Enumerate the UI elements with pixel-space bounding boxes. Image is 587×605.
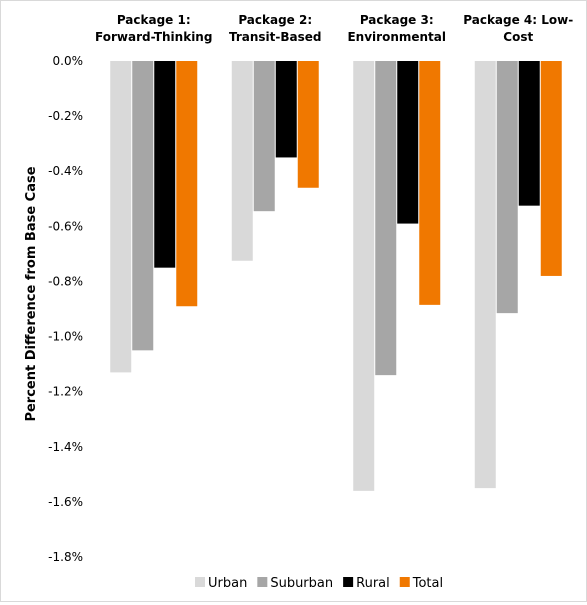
category-label: Package 3:: [360, 13, 434, 27]
bar-suburban: [132, 61, 154, 351]
y-tick-label: -0.8%: [48, 274, 83, 288]
y-tick-label: -0.4%: [48, 164, 83, 178]
y-tick-label: -1.0%: [48, 330, 83, 344]
y-axis-title: Percent Difference from Base Case: [24, 166, 39, 421]
legend-label-rural: Rural: [356, 576, 390, 591]
legend-swatch-total: [399, 577, 410, 587]
category-label: Environmental: [347, 30, 446, 44]
bar-rural: [275, 61, 297, 158]
category-label: Cost: [503, 30, 533, 44]
bar-rural: [518, 61, 540, 206]
bar-urban: [110, 61, 132, 373]
y-tick-label: -1.4%: [48, 440, 83, 454]
bar-rural: [397, 61, 419, 224]
bar-total: [419, 61, 441, 305]
y-tick-label: -1.6%: [48, 495, 83, 509]
legend-label-total: Total: [412, 576, 443, 591]
bar-rural: [154, 61, 176, 268]
category-label: Forward-Thinking: [95, 30, 212, 44]
legend-swatch-rural: [343, 577, 354, 587]
y-tick-label: -1.2%: [48, 385, 83, 399]
y-tick-label: -1.8%: [48, 550, 83, 564]
category-label: Package 4: Low-: [463, 13, 573, 27]
y-tick-label: 0.0%: [53, 54, 84, 68]
category-label: Package 2:: [238, 13, 312, 27]
legend-swatch-suburban: [257, 577, 268, 587]
legend-swatch-urban: [195, 577, 205, 587]
legend-label-suburban: Suburban: [270, 576, 333, 591]
legend-label-urban: Urban: [208, 576, 247, 591]
y-tick-label: -0.2%: [48, 109, 83, 123]
bar-total: [540, 61, 562, 276]
y-tick-label: -0.6%: [48, 219, 83, 233]
bar-suburban: [375, 61, 397, 376]
bar-urban: [231, 61, 253, 261]
bar-total: [176, 61, 198, 307]
category-label: Package 1:: [117, 13, 191, 27]
category-label: Transit-Based: [229, 30, 322, 44]
bar-total: [297, 61, 319, 188]
bar-urban: [474, 61, 496, 489]
bar-suburban: [253, 61, 275, 212]
bar-suburban: [496, 61, 518, 314]
bar-urban: [353, 61, 375, 491]
